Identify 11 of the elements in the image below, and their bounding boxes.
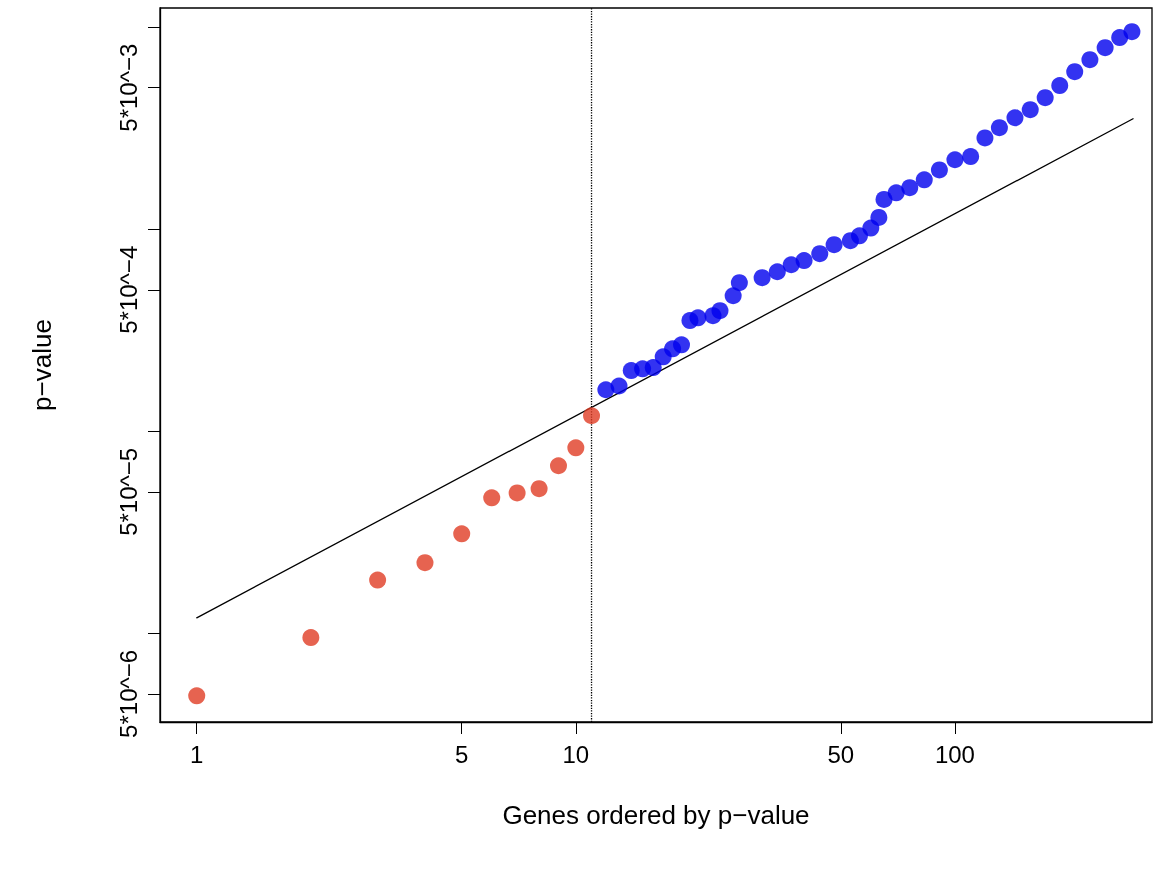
x-axis-title: Genes ordered by p−value — [502, 800, 810, 830]
y-tick-label: 5*10^−6 — [114, 649, 142, 738]
x-tick-label: 100 — [934, 740, 975, 768]
x-tick-label: 5 — [455, 740, 469, 768]
y-tick-label: 5*10^−4 — [114, 245, 142, 334]
y-tick-label: 5*10^−5 — [114, 447, 142, 536]
x-tick-label: 1 — [190, 740, 204, 768]
y-tick-label: 5*10^−3 — [114, 43, 142, 132]
y-axis-title: p−value — [27, 319, 57, 411]
x-tick-label: 10 — [562, 740, 590, 768]
x-tick-label: 50 — [827, 740, 855, 768]
